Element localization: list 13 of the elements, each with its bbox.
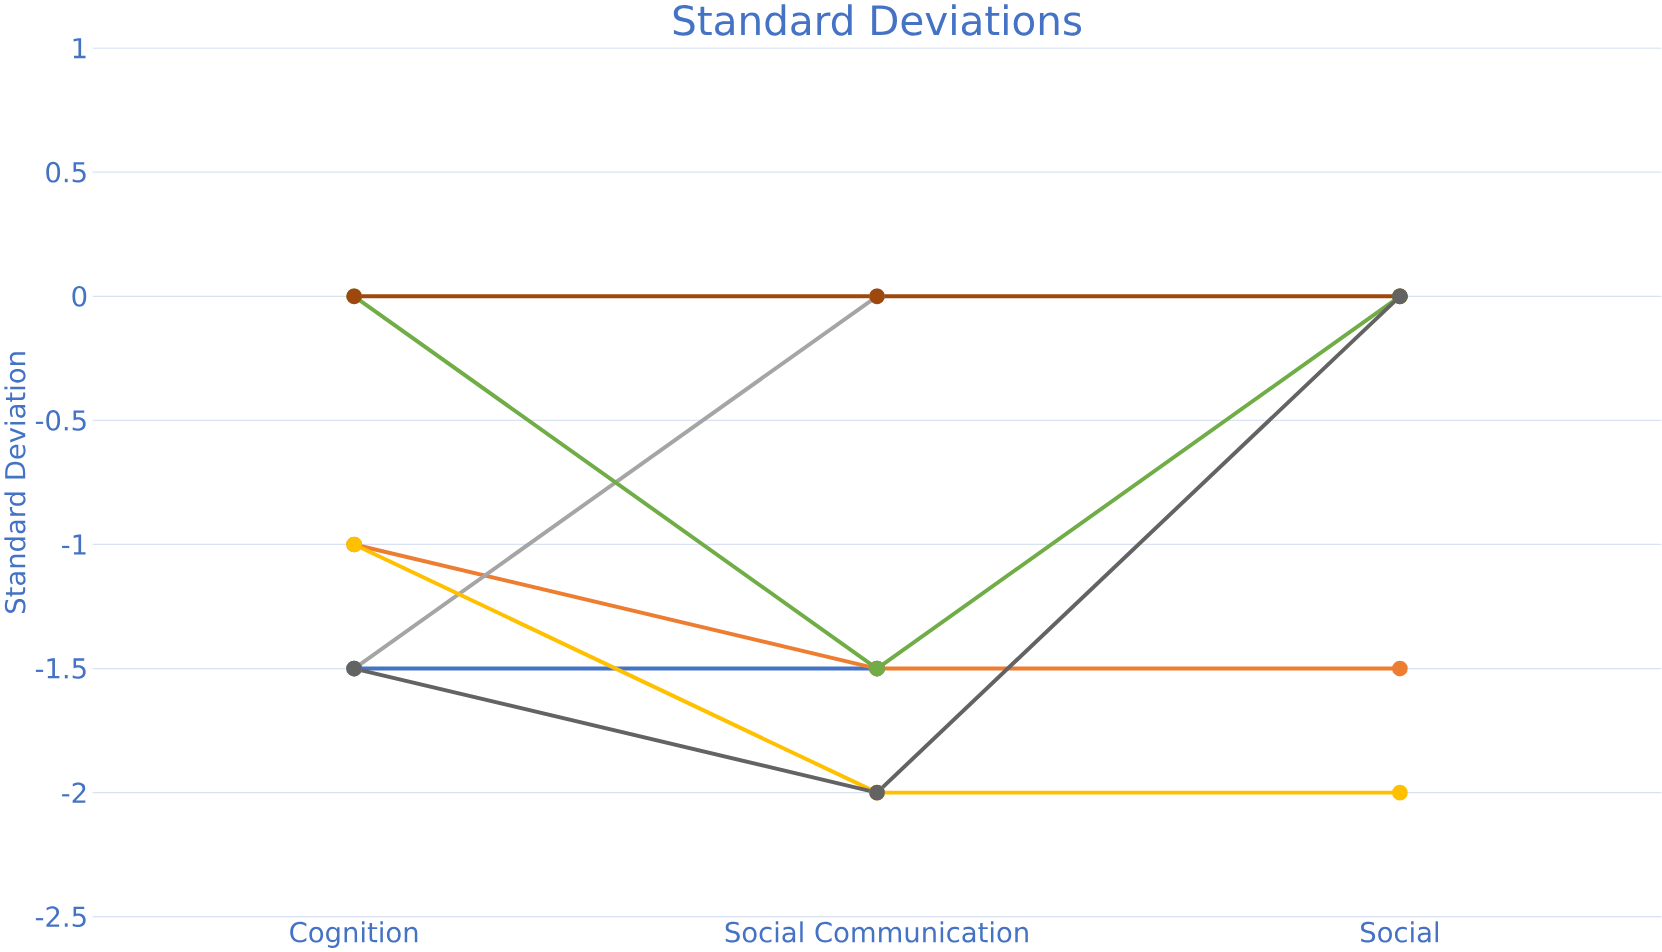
y-axis-title: Standard Deviation [4, 352, 26, 613]
y-tick-label: 0 [72, 285, 87, 307]
y-tick-label: -2.5 [35, 906, 86, 927]
x-tick-label: Cognition [290, 921, 418, 948]
y-tick-label: -1.5 [35, 658, 86, 679]
y-tick-label: 0.5 [46, 161, 86, 183]
chart-title: Standard Deviations [673, 4, 1082, 36]
x-tick-label: Social [1361, 921, 1439, 943]
y-tick-label: -2 [62, 782, 86, 803]
y-tick-label: -1 [62, 534, 86, 555]
x-tick-label: Social Communication [725, 921, 1028, 943]
y-tick-label: 1 [73, 38, 86, 59]
y-tick-label: -0.5 [35, 409, 86, 431]
